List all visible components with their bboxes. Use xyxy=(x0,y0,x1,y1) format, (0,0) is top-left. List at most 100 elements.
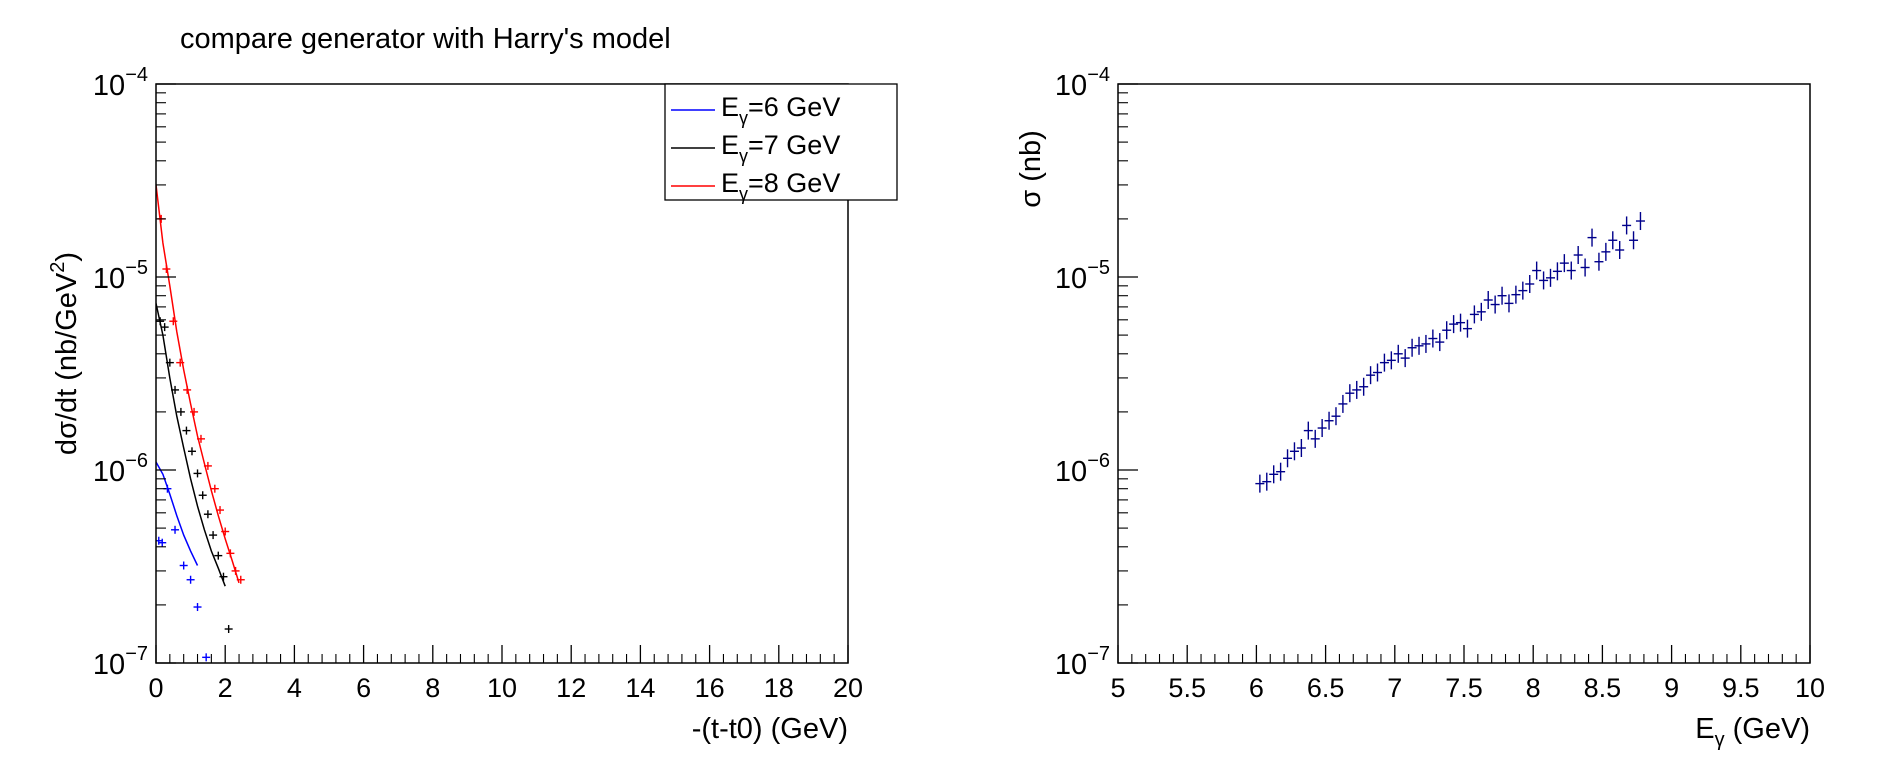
data-point xyxy=(1594,252,1604,271)
y-tick-label: 10−4 xyxy=(1055,64,1110,102)
data-point xyxy=(1559,254,1569,273)
data-point xyxy=(1331,407,1341,426)
x-tick-label: 5.5 xyxy=(1168,673,1206,703)
y-tick-label: 10−4 xyxy=(93,64,148,102)
y-axis-title: dσ/dt (nb/GeV2) xyxy=(47,252,83,455)
data-point xyxy=(1490,295,1500,314)
data-point xyxy=(1289,442,1299,461)
data-point xyxy=(171,525,180,534)
data-point xyxy=(203,510,212,519)
data-point xyxy=(1317,419,1327,438)
x-tick-label: 20 xyxy=(833,673,863,703)
x-tick-label: 8.5 xyxy=(1584,673,1622,703)
canvas-title: compare generator with Harry's model xyxy=(180,23,671,55)
data-point xyxy=(1400,349,1410,368)
data-point xyxy=(1629,231,1639,250)
data-point xyxy=(1573,246,1583,265)
data-point xyxy=(1469,305,1479,324)
y-tick-label: 10−6 xyxy=(93,450,148,488)
x-tick-label: 8 xyxy=(425,673,440,703)
data-point xyxy=(196,434,205,443)
y-tick-label: 10−7 xyxy=(93,643,148,681)
x-tick-label: 18 xyxy=(764,673,794,703)
data-point xyxy=(1497,286,1507,305)
x-tick-label: 10 xyxy=(487,673,517,703)
data-point xyxy=(1359,377,1369,396)
data-point xyxy=(156,317,165,326)
x-tick-label: 4 xyxy=(287,673,302,703)
x-tick-label: 6 xyxy=(356,673,371,703)
data-point xyxy=(1532,261,1542,280)
data-point xyxy=(231,566,240,575)
data-point xyxy=(1476,302,1486,321)
legend-entry: Eγ=7 GeV xyxy=(671,130,840,166)
data-point xyxy=(210,484,219,493)
data-point xyxy=(1407,338,1417,357)
data-point xyxy=(1518,281,1528,300)
legend-label: Eγ=6 GeV xyxy=(721,92,840,128)
data-point xyxy=(1462,319,1472,338)
data-point xyxy=(1345,384,1355,403)
x-tick-label: 7 xyxy=(1387,673,1402,703)
data-point xyxy=(226,549,235,558)
data-point xyxy=(1580,258,1590,277)
data-point xyxy=(1366,366,1376,385)
data-point xyxy=(1379,353,1389,372)
x-tick-label: 14 xyxy=(625,673,655,703)
model-curve-1 xyxy=(156,303,226,587)
data-point xyxy=(203,461,212,470)
data-point xyxy=(1421,334,1431,353)
y-tick-label: 10−6 xyxy=(1055,450,1110,488)
data-point xyxy=(186,575,195,584)
data-point xyxy=(1310,429,1320,448)
data-point xyxy=(236,575,245,584)
data-point xyxy=(1386,351,1396,370)
legend-entry: Eγ=6 GeV xyxy=(671,92,840,128)
data-point xyxy=(162,265,171,274)
data-point xyxy=(1373,363,1382,382)
data-point xyxy=(1269,465,1279,484)
x-tick-label: 16 xyxy=(695,673,725,703)
data-point xyxy=(1262,472,1272,491)
model-curve-2 xyxy=(156,184,240,584)
data-point xyxy=(1428,329,1438,348)
data-point xyxy=(187,447,196,456)
data-point xyxy=(1552,262,1562,281)
legend-label: Eγ=8 GeV xyxy=(721,168,840,204)
data-point xyxy=(1414,336,1424,355)
data-point xyxy=(221,527,230,536)
data-point xyxy=(1608,231,1618,250)
data-point xyxy=(1525,274,1535,293)
data-point xyxy=(216,506,225,515)
data-point xyxy=(1442,321,1452,340)
x-tick-label: 7.5 xyxy=(1445,673,1483,703)
right-chart-panel: 5 5.5 6 6.5 7 7.5 8 8.5 9 9.5 10 10−7 10−6 10−5 10−4 E… xyxy=(1015,64,1825,751)
data-point xyxy=(1539,271,1549,290)
data-point xyxy=(1255,474,1265,493)
data-point xyxy=(169,317,178,326)
data-point xyxy=(198,491,207,500)
y-axis-title: σ (nb) xyxy=(1015,130,1047,208)
data-point xyxy=(1338,394,1348,413)
data-point xyxy=(179,561,188,570)
x-tick-label: 12 xyxy=(556,673,586,703)
data-point xyxy=(1483,291,1493,310)
model-curve-0 xyxy=(156,461,199,566)
data-point xyxy=(1622,216,1632,235)
data-point xyxy=(182,426,191,435)
data-point xyxy=(1504,294,1514,313)
x-tick-label: 8 xyxy=(1526,673,1541,703)
data-point xyxy=(176,358,185,367)
data-point xyxy=(1546,268,1555,287)
data-point xyxy=(1352,380,1362,399)
data-point xyxy=(209,531,218,540)
data-point xyxy=(224,625,233,634)
data-point xyxy=(160,323,169,332)
legend-label: Eγ=7 GeV xyxy=(721,130,840,166)
data-point xyxy=(1456,313,1466,332)
data-point xyxy=(1393,344,1403,363)
data-point xyxy=(176,407,185,416)
data-point xyxy=(1449,315,1459,334)
legend-entry: Eγ=8 GeV xyxy=(671,168,840,204)
